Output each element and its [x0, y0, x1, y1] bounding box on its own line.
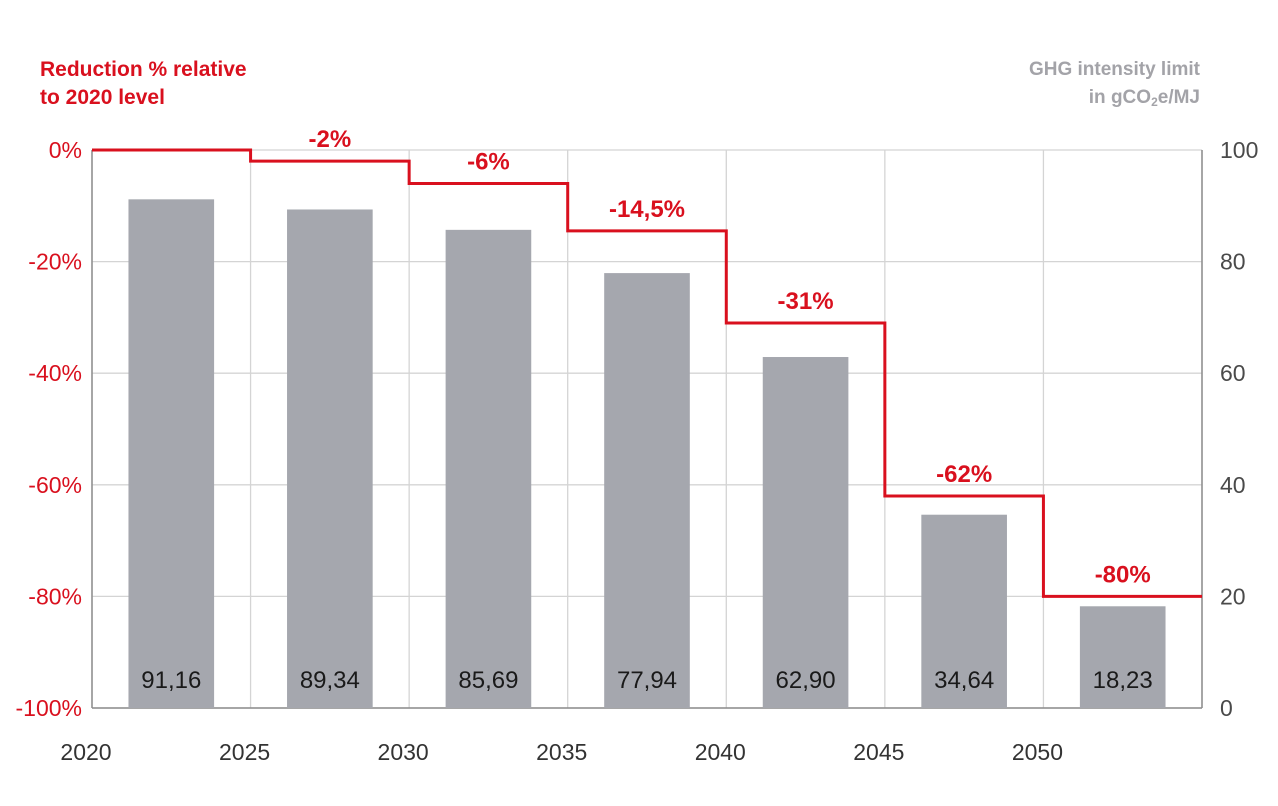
right-tick-label: 0: [1220, 695, 1233, 721]
x-tick-label: 2025: [219, 739, 270, 765]
right-tick-label: 40: [1220, 472, 1246, 498]
bar: [604, 273, 690, 708]
reduction-step-label: -2%: [309, 126, 352, 153]
unit-prefix: in gCO: [1088, 87, 1152, 108]
right-tick-label: 100: [1220, 137, 1258, 163]
reduction-step-label: -80%: [1095, 561, 1151, 588]
bar-value-label: 91,16: [141, 667, 201, 694]
bar-value-label: 62,90: [776, 667, 836, 694]
reduction-step-label: -14,5%: [609, 196, 685, 223]
right-axis-title-line2: in gCO2e/MJ: [1029, 84, 1200, 116]
x-tick-label: 2035: [536, 739, 587, 765]
reduction-step-label: -62%: [936, 461, 992, 488]
bar: [287, 209, 373, 709]
bar: [921, 514, 1007, 708]
right-tick-label: 60: [1220, 360, 1246, 386]
bar: [445, 229, 532, 708]
bar-value-label: 18,23: [1093, 667, 1153, 694]
left-axis-title-line1: Reduction % relative: [40, 58, 247, 81]
bar: [128, 199, 215, 708]
right-axis-title-line1: GHG intensity limit: [1028, 59, 1200, 80]
left-tick-label: -40%: [28, 360, 82, 386]
bar-value-label: 85,69: [458, 667, 518, 694]
x-tick-label: 2020: [60, 739, 111, 765]
bar: [762, 357, 849, 708]
reduction-step-label: -6%: [467, 148, 510, 175]
right-tick-label: 80: [1220, 249, 1246, 275]
left-tick-label: -80%: [28, 583, 82, 609]
bar-value-label: 77,94: [617, 667, 677, 694]
x-tick-label: 2045: [853, 739, 904, 765]
reduction-step-line: [92, 148, 1202, 598]
left-tick-label: -60%: [28, 472, 82, 498]
right-axis-title: GHG intensity limit in gCO2e/MJ: [1029, 56, 1200, 116]
right-tick-label: 20: [1220, 583, 1246, 609]
left-axis-title-line2: to 2020 level: [40, 86, 165, 109]
left-tick-label: 0%: [49, 137, 82, 163]
bar-value-label: 34,64: [934, 667, 994, 694]
left-axis-title: Reduction % relative to 2020 level: [40, 56, 247, 112]
left-tick-label: -20%: [28, 249, 82, 275]
x-tick-label: 2050: [1012, 739, 1063, 765]
left-tick-label: -100%: [16, 695, 82, 721]
x-tick-label: 2040: [695, 739, 746, 765]
bar: [1079, 606, 1166, 708]
bar-value-label: 89,34: [300, 667, 360, 694]
unit-suffix: e/MJ: [1157, 87, 1200, 108]
reduction-step-label: -31%: [778, 288, 834, 315]
unit-subscript: 2: [1151, 95, 1158, 109]
x-tick-label: 2030: [378, 739, 429, 765]
